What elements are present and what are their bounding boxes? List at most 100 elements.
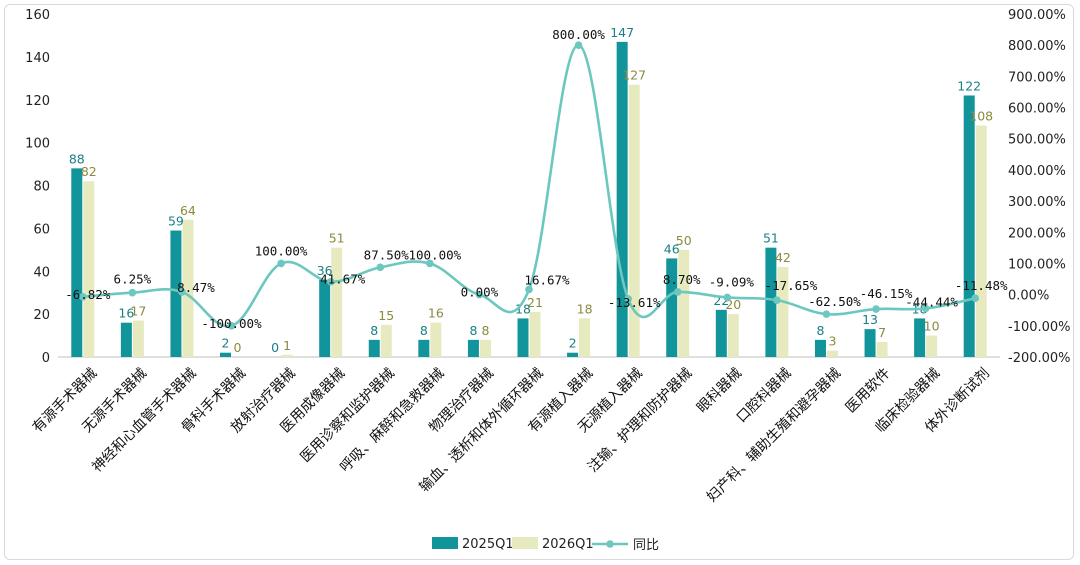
bar-2026q1	[331, 247, 343, 357]
yoy-point	[326, 277, 335, 286]
right-axis-tick: 600.00%	[1008, 102, 1066, 117]
legend-swatch-2026q1	[512, 537, 538, 549]
data-label-2025q1: 0	[271, 340, 279, 355]
legend-label-2025q1: 2025Q1	[462, 537, 514, 552]
bar-2025q1	[963, 95, 975, 358]
data-label-2026q1: 10	[924, 319, 940, 334]
bar-2026q1	[83, 181, 95, 357]
bar-2025q1	[517, 318, 529, 357]
yoy-label: 41.67%	[320, 272, 366, 287]
yoy-point	[78, 292, 87, 301]
bar-2025q1	[864, 329, 876, 357]
yoy-label: -44.44%	[905, 294, 958, 309]
yoy-label: 100.00%	[408, 247, 461, 262]
yoy-point	[128, 288, 137, 297]
bar-2026q1	[182, 219, 194, 357]
yoy-point	[971, 294, 980, 303]
legend-marker-yoy	[606, 540, 614, 548]
category-label: 医用诊察和监护器械	[297, 365, 398, 466]
data-label-2026q1: 3	[828, 334, 836, 349]
data-label-2025q1: 16	[118, 306, 134, 321]
bar-2026q1	[380, 324, 392, 357]
data-label-2026q1: 82	[81, 164, 97, 179]
left-axis-tick: 80	[33, 180, 50, 195]
data-label-2026q1: 42	[775, 250, 791, 265]
data-label-2025q1: 2	[569, 336, 577, 351]
bar-2026q1	[777, 266, 789, 357]
bar-2026q1	[479, 339, 491, 357]
left-axis-tick: 160	[25, 8, 50, 23]
right-axis-tick: -200.00%	[1008, 351, 1071, 366]
data-label-2026q1: 16	[428, 306, 444, 321]
data-label-2026q1: 7	[878, 325, 886, 340]
bar-2025q1	[666, 258, 678, 357]
data-label-2026q1: 15	[378, 308, 394, 323]
right-axis-tick: 100.00%	[1008, 257, 1066, 272]
data-label-2025q1: 122	[957, 78, 981, 93]
yoy-label: 8.70%	[663, 272, 701, 287]
bar-2025q1	[368, 339, 380, 357]
yoy-point	[426, 259, 434, 268]
right-axis-tick: 500.00%	[1008, 133, 1066, 148]
yoy-label: -17.65%	[765, 278, 818, 293]
left-axis-tick: 20	[33, 308, 50, 323]
data-label-2025q1: 8	[370, 323, 378, 338]
bar-2025q1	[616, 41, 628, 358]
yoy-label: 8.47%	[177, 280, 215, 295]
bar-2025q1	[319, 279, 331, 357]
bar-2026q1	[529, 311, 541, 357]
data-label-2025q1: 88	[69, 151, 85, 166]
right-axis-tick: 0.00%	[1008, 289, 1049, 304]
right-axis-tick: 700.00%	[1008, 70, 1066, 85]
yoy-label: -46.15%	[860, 286, 913, 301]
data-label-2025q1: 147	[610, 25, 634, 40]
bar-2026q1	[132, 320, 144, 357]
right-axis-tick: 400.00%	[1008, 164, 1066, 179]
yoy-label: 6.25%	[114, 272, 152, 287]
bar-2026q1	[727, 314, 739, 357]
yoy-label: 100.00%	[255, 243, 308, 258]
bar-2026q1	[826, 350, 838, 357]
data-label-2025q1: 8	[816, 323, 824, 338]
yoy-label: -13.61%	[608, 295, 661, 310]
left-axis-tick: 40	[33, 265, 50, 280]
legend-swatch-2025q1	[432, 537, 458, 549]
right-axis-tick: -100.00%	[1008, 320, 1071, 335]
legend-label-yoy: 同比	[633, 538, 659, 553]
bar-2026q1	[628, 84, 640, 358]
category-label: 眼科器械	[694, 365, 745, 416]
data-label-2026q1: 51	[329, 231, 345, 246]
bar-2026q1	[579, 318, 591, 357]
yoy-label: 16.67%	[524, 272, 570, 287]
yoy-point	[773, 296, 781, 304]
bar-2025q1	[567, 352, 579, 357]
bar-2025q1	[467, 339, 479, 357]
data-label-2026q1: 17	[130, 304, 146, 319]
right-axis-tick: 300.00%	[1008, 195, 1066, 210]
yoy-label: -6.82%	[65, 287, 111, 302]
yoy-line	[82, 43, 976, 328]
data-label-2025q1: 36	[317, 263, 333, 278]
data-label-2026q1: 50	[676, 233, 692, 248]
data-label-2025q1: 46	[664, 241, 680, 256]
yoy-label: -9.09%	[709, 274, 755, 289]
yoy-label: -62.50%	[808, 294, 861, 309]
bar-2025q1	[765, 247, 777, 357]
yoy-point	[525, 285, 533, 294]
right-axis-tick: 200.00%	[1008, 226, 1066, 241]
yoy-label: 0.00%	[461, 285, 499, 300]
yoy-point	[227, 322, 236, 330]
bar-2025q1	[814, 339, 826, 357]
bar-2025q1	[71, 168, 83, 357]
data-label-2025q1: 8	[420, 323, 428, 338]
right-axis-tick: 800.00%	[1008, 39, 1066, 54]
yoy-point	[723, 293, 732, 302]
yoy-label: 87.50%	[364, 247, 410, 262]
bar-2025q1	[418, 339, 430, 357]
bar-2025q1	[120, 322, 132, 357]
legend-label-2026q1: 2026Q1	[542, 537, 594, 552]
yoy-point	[624, 295, 632, 303]
category-label: 医用软件	[843, 365, 894, 416]
data-label-2026q1: 108	[969, 108, 993, 123]
